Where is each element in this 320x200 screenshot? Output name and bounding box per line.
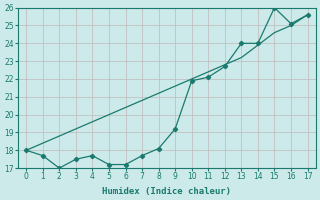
X-axis label: Humidex (Indice chaleur): Humidex (Indice chaleur) <box>102 187 231 196</box>
